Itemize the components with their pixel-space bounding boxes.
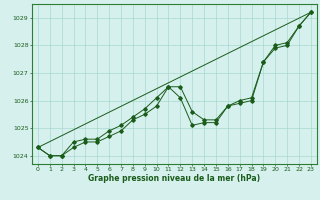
X-axis label: Graphe pression niveau de la mer (hPa): Graphe pression niveau de la mer (hPa) [88, 174, 260, 183]
